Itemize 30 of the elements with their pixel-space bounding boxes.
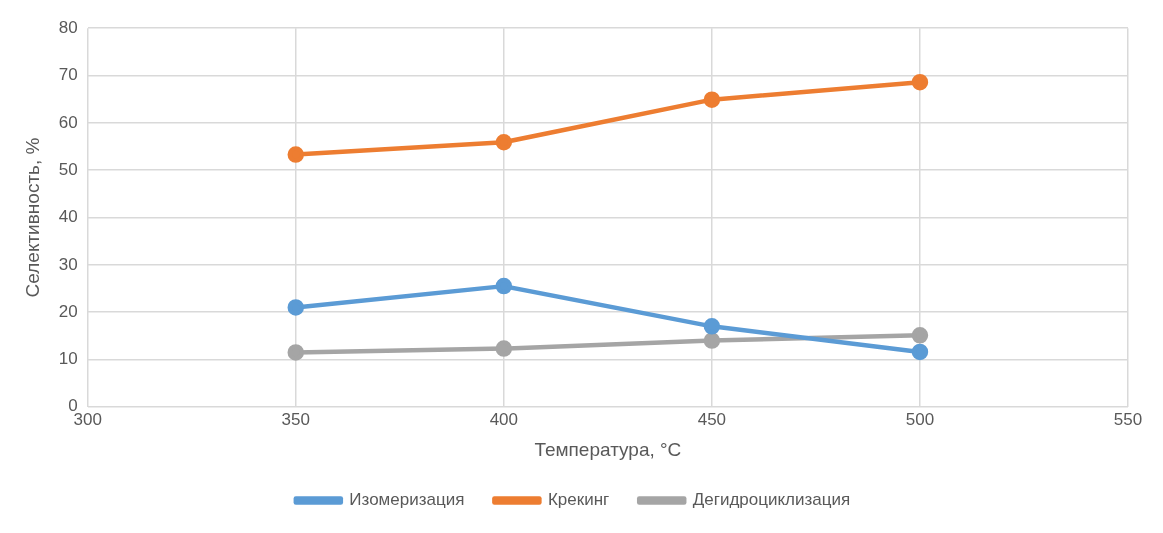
point: [911, 343, 929, 361]
point: [911, 73, 929, 91]
x-tick-label: 400: [489, 409, 519, 429]
x-axis-title: Температура, °C: [534, 438, 682, 460]
legend-label: Дегидроциклизация: [692, 490, 851, 510]
x-tick-label: 450: [697, 409, 727, 429]
legend-label: Изомеризация: [349, 490, 465, 510]
x-tick-label: 500: [905, 409, 935, 429]
y-tick-label: 30: [58, 254, 78, 274]
point: [287, 344, 305, 361]
point: [703, 318, 721, 335]
y-tick-label: 80: [58, 17, 78, 37]
point: [703, 332, 721, 349]
point: [495, 277, 513, 295]
point: [495, 134, 513, 151]
y-tick-label: 40: [58, 207, 78, 227]
x-tick-label: 350: [281, 409, 310, 429]
x-tick-label: 550: [1113, 409, 1143, 429]
point: [703, 91, 721, 108]
point: [911, 327, 929, 344]
y-tick-label: 20: [58, 301, 78, 321]
y-tick-label: 10: [58, 349, 78, 369]
y-tick-label: 60: [58, 112, 78, 132]
point: [287, 146, 305, 163]
y-tick-label: 50: [58, 159, 78, 179]
y-tick-label: 70: [58, 65, 78, 85]
point: [495, 340, 513, 357]
legend-label: Крекинг: [547, 490, 610, 510]
y-axis-title: Селективность, %: [21, 137, 43, 298]
point: [287, 299, 305, 316]
